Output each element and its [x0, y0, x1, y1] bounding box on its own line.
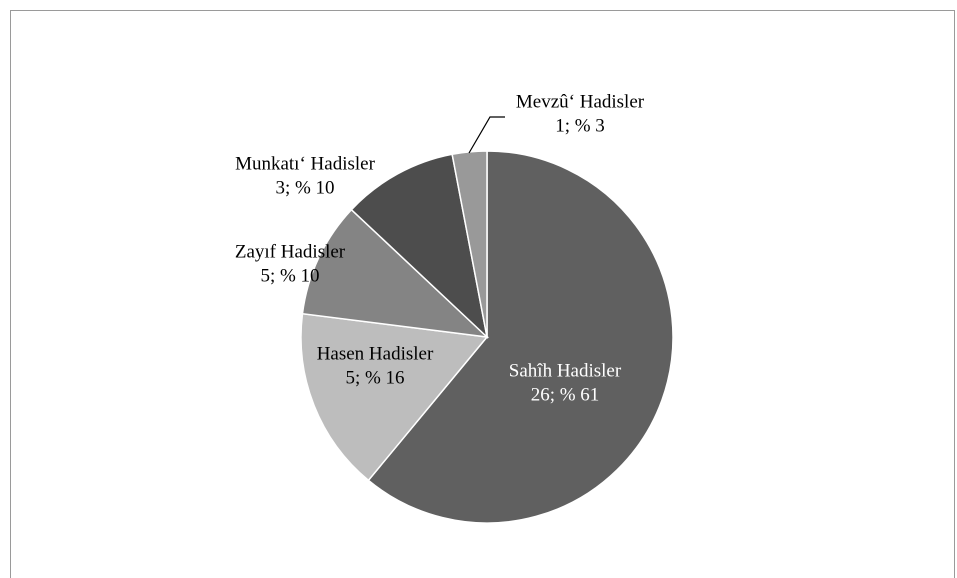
slice-value-label: 3; % 10: [275, 177, 334, 198]
pie-slice: [350, 153, 489, 340]
slice-label: Mevzû‘ Hadisler: [516, 91, 645, 112]
slice-label: Munkatı‘ Hadisler: [235, 153, 376, 174]
slice-value-label: 5; % 10: [260, 265, 319, 286]
pie-slice: [301, 208, 490, 339]
slice-value-label: 1; % 3: [555, 115, 605, 136]
chart-frame: [10, 10, 955, 578]
pie-slice: [367, 150, 674, 524]
slice-label: Zayıf Hadisler: [235, 241, 346, 262]
leader-line: [468, 116, 505, 154]
slice-label: Hasen Hadisler: [317, 343, 434, 364]
slice-label: Sahîh Hadisler: [509, 360, 622, 381]
slice-value-label: 5; % 16: [345, 367, 404, 388]
pie-slice: [300, 312, 489, 482]
slice-value-label: 26; % 61: [531, 384, 600, 405]
